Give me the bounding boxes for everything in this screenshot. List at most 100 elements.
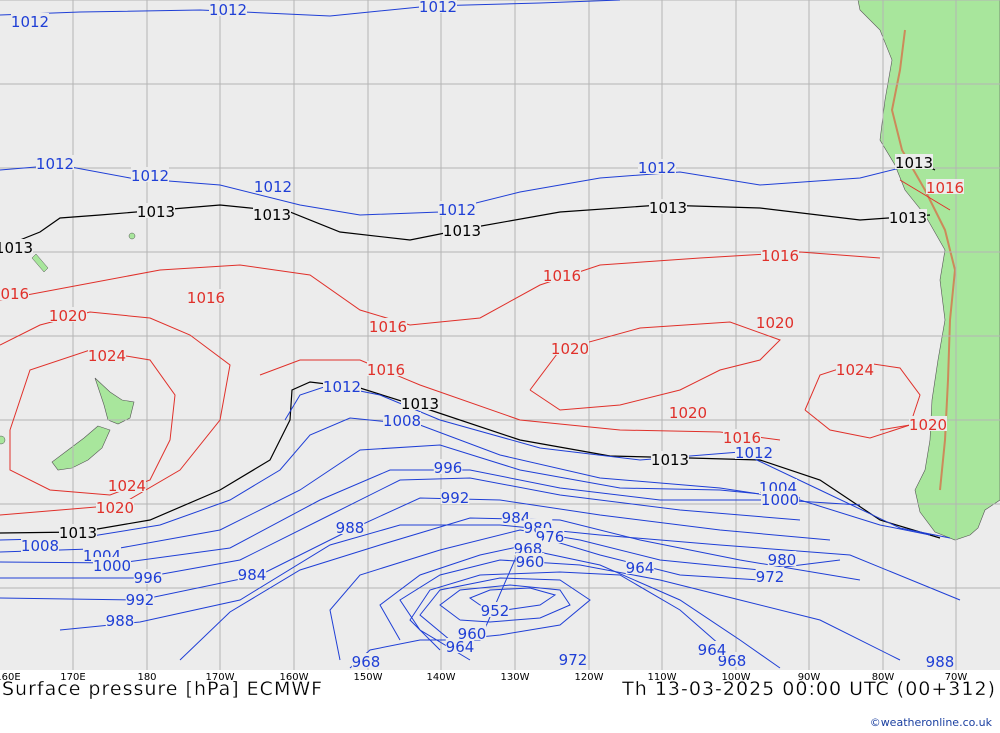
isobar-label: 1013: [443, 222, 481, 240]
isobar-label: 1012: [438, 201, 476, 219]
isobar-label-bg: [88, 347, 126, 362]
isobar-label-bg: [501, 509, 531, 524]
isobar-label: 964: [446, 638, 475, 656]
isobar-label-bg: [926, 179, 964, 194]
isobar-label: 996: [434, 459, 463, 477]
isobar-label-bg: [237, 566, 267, 581]
isobar-label: 972: [756, 568, 785, 586]
isobar-label-bg: [558, 651, 588, 666]
isobar-label: 960: [458, 625, 487, 643]
isobar-label: 1012: [131, 167, 169, 185]
isobar-label: 1016: [761, 247, 799, 265]
longitude-label: 170E: [60, 672, 86, 683]
isobar-label: 1012: [11, 13, 49, 31]
isobar-label: 984: [238, 566, 267, 584]
isobar-label: 988: [926, 653, 955, 670]
isobar-line: [529, 321, 781, 411]
isobar-line: [284, 384, 951, 539]
isobar-label: 1020: [96, 499, 134, 517]
isobar-label-bg: [697, 641, 727, 656]
isobar-label-bg: [513, 540, 543, 555]
isobar-label-bg: [0, 239, 33, 254]
isobar-label: 1012: [323, 378, 361, 396]
isobar-label-bg: [96, 499, 134, 514]
isobar-label: 1012: [254, 178, 292, 196]
isobar-label: 1012: [36, 155, 74, 173]
isobar-label: 1008: [383, 412, 421, 430]
isobar-label-bg: [36, 155, 74, 170]
longitude-label: 160E: [0, 672, 21, 683]
isobar-label: 984: [502, 509, 531, 527]
isobar-label-bg: [669, 404, 707, 419]
isobar-line: [0, 0, 621, 17]
map-title: Surface pressure [hPa] ECMWF: [2, 678, 324, 700]
isobar-label: 1013: [59, 524, 97, 542]
isobar-line: [899, 179, 951, 211]
isobar-label: 1013: [137, 203, 175, 221]
isobar-label-bg: [761, 491, 799, 506]
isobar-line: [409, 571, 721, 651]
isobar-label-bg: [369, 318, 407, 333]
isobar-line: [0, 251, 881, 326]
isobar-label-bg: [438, 201, 476, 216]
isobar-label-bg: [836, 361, 874, 376]
isobar-label: 992: [126, 591, 155, 609]
pressure-map: 1012 1012 1012 1012 1012 1012 1012 1012 1013 1013…: [0, 0, 1000, 671]
isobar-label-bg: [649, 199, 687, 214]
isobar-label-bg: [457, 625, 487, 640]
new-caledonia-island: [31, 253, 49, 273]
isobar-label-bg: [335, 519, 365, 534]
isobar-label-bg: [735, 444, 773, 459]
isobar-label-bg: [625, 559, 655, 574]
isobar-line: [419, 577, 591, 641]
isobar-label: 1016: [187, 289, 225, 307]
isobar-label-bg: [131, 167, 169, 182]
isobar-label: 968: [352, 653, 381, 670]
isobar-label-bg: [433, 459, 463, 474]
site-credit[interactable]: ©weatheronline.co.uk: [869, 716, 992, 729]
isobar-line: [9, 349, 176, 496]
isobar-label: 1024: [108, 477, 146, 495]
island-shape: [128, 232, 136, 240]
isobar-label: 992: [441, 489, 470, 507]
isobar-line: [468, 587, 557, 611]
longitude-label: 90W: [797, 672, 821, 683]
isobar-line: [259, 359, 781, 441]
isobar-label: 1016: [0, 285, 29, 303]
isobar-label-bg: [49, 307, 87, 322]
isobar-label-bg: [909, 416, 947, 431]
isobar-label-bg: [401, 395, 439, 410]
isobar-label: 1013: [889, 209, 927, 227]
isobar-label: 964: [626, 559, 655, 577]
new-zealand-north-island: [94, 377, 135, 425]
isobar-label-bg: [93, 557, 131, 572]
isobar-label-bg: [756, 314, 794, 329]
isobar-label: 1013: [253, 206, 291, 224]
isobar-label: 1024: [836, 361, 874, 379]
isobar-label: 976: [536, 528, 565, 546]
isobar-label: 1016: [367, 361, 405, 379]
isobar-label-bg: [515, 553, 545, 568]
isobar-label: 988: [336, 519, 365, 537]
isobar-label-bg: [889, 209, 927, 224]
longitude-label: 80W: [871, 672, 895, 683]
isobar-label: 1012: [419, 0, 457, 16]
isobar-line: [0, 444, 801, 553]
isobar-label-bg: [767, 551, 797, 566]
isobar-line: [179, 517, 861, 661]
ocean-background: [0, 0, 1000, 670]
isobar-label-bg: [551, 340, 589, 355]
isobar-label: 1000: [761, 491, 799, 509]
isobar-label: 1016: [926, 179, 964, 197]
isobar-label-bg: [0, 285, 29, 300]
longitude-label: 130W: [500, 672, 530, 683]
isobar-label-bg: [759, 479, 797, 494]
longitude-label: 110W: [647, 672, 677, 683]
isobar-label: 1016: [723, 429, 761, 447]
isobar-label: 1013: [649, 199, 687, 217]
isobar-label-bg: [445, 638, 475, 653]
isobar-line: [329, 529, 841, 661]
isobar-label: 1000: [93, 557, 131, 575]
isobar-label-bg: [253, 206, 291, 221]
map-canvas: 1012 1012 1012 1012 1012 1012 1012 1012 1013 1013…: [0, 0, 1000, 671]
